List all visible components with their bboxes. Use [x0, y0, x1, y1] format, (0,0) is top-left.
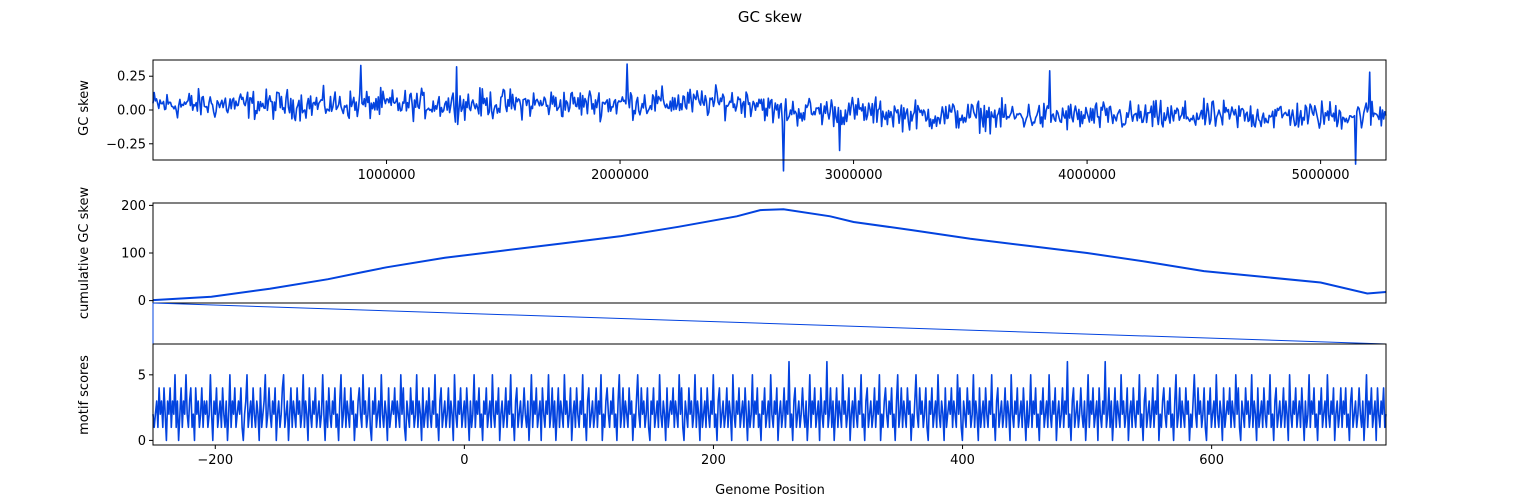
motif-scores-xtick-label: −200 — [197, 453, 233, 468]
gc-skew-panel: GC skew −0.25 0.00 0.25 1000000 2000000 3000… — [77, 59, 1387, 183]
gc-skew-xtick-label: 1000000 — [358, 168, 416, 183]
gc-skew-frame — [152, 59, 1387, 161]
gc-skew-xtick-label: 4000000 — [1058, 168, 1116, 183]
figure-title: GC skew — [738, 8, 802, 26]
motif-scores-xtick-label: 0 — [460, 453, 468, 468]
gc-skew-xticks: 1000000 2000000 3000000 4000000 5000000 — [358, 160, 1350, 183]
gc-skew-ytick-label: −0.25 — [106, 137, 146, 152]
gc-skew-xtick-label: 5000000 — [1292, 168, 1350, 183]
gc-skew-yticks: −0.25 0.00 0.25 — [106, 70, 153, 152]
cumulative-gc-skew-ytick-label: 100 — [121, 247, 146, 262]
motif-scores-ytick-label: 0 — [138, 434, 146, 449]
motif-scores-xtick-label: 600 — [1199, 453, 1224, 468]
gc-skew-line — [152, 63, 1387, 172]
cumulative-gc-skew-line — [152, 208, 1387, 302]
cumulative-gc-skew-ytick-label: 0 — [138, 294, 146, 309]
gc-skew-ytick-label: 0.25 — [117, 70, 146, 85]
motif-scores-xticks: −200 0 200 400 600 — [197, 445, 1224, 468]
motif-scores-ytick-label: 5 — [138, 368, 146, 383]
cumulative-gc-skew-yticks: 0 100 200 — [121, 199, 153, 309]
gc-skew-xtick-label: 2000000 — [591, 168, 649, 183]
zoom-connector-end — [152, 302, 1387, 345]
gc-skew-xtick-label: 3000000 — [825, 168, 883, 183]
gc-skew-ylabel: GC skew — [77, 80, 92, 136]
cumulative-gc-skew-frame — [152, 202, 1387, 304]
cumulative-gc-skew-panel: cumulative GC skew 0 100 200 — [77, 187, 1387, 320]
motif-scores-xtick-label: 200 — [701, 453, 726, 468]
zoom-connector — [152, 302, 1387, 345]
cumulative-gc-skew-ylabel: cumulative GC skew — [77, 187, 92, 320]
figure-xlabel: Genome Position — [715, 483, 825, 498]
motif-scores-panel: motif scores 05 −200 0 200 400 600 — [77, 343, 1387, 468]
motif-scores-ylabel: motif scores — [77, 355, 92, 435]
motif-scores-xtick-label: 400 — [950, 453, 975, 468]
motif-scores-line — [152, 360, 1387, 442]
motif-scores-frame — [152, 343, 1387, 446]
cumulative-gc-skew-ytick-label: 200 — [121, 199, 146, 214]
motif-scores-yticks: 05 — [138, 368, 153, 449]
gc-skew-ytick-label: 0.00 — [117, 104, 146, 119]
